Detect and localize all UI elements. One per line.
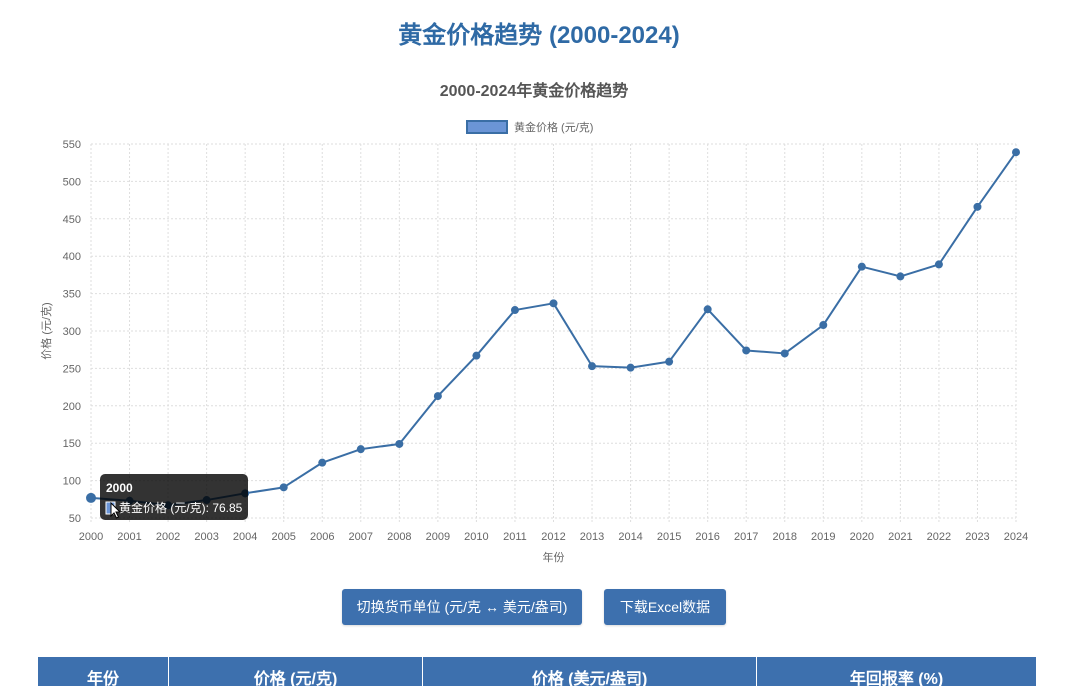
legend-swatch xyxy=(466,120,508,134)
y-tick-label: 500 xyxy=(63,176,81,188)
x-tick-label: 2024 xyxy=(1004,531,1028,543)
y-tick-label: 50 xyxy=(69,513,81,525)
data-point[interactable] xyxy=(1012,148,1020,157)
data-point[interactable] xyxy=(318,458,327,467)
data-point[interactable] xyxy=(395,439,404,448)
x-tick-label: 2014 xyxy=(618,531,642,543)
data-point[interactable] xyxy=(973,202,982,211)
data-point[interactable] xyxy=(665,357,674,366)
x-tick-label: 2012 xyxy=(541,531,565,543)
x-tick-label: 2004 xyxy=(233,531,257,543)
x-tick-label: 2005 xyxy=(271,531,295,543)
price-table: 年份 价格 (元/克) 价格 (美元/盎司) 年回报率 (%) xyxy=(37,656,1037,686)
x-tick-label: 2020 xyxy=(850,531,874,543)
x-tick-label: 2008 xyxy=(387,531,411,543)
x-tick-label: 2011 xyxy=(503,531,527,543)
x-tick-label: 2022 xyxy=(927,531,951,543)
header-year[interactable]: 年份 xyxy=(37,656,169,686)
chart-legend[interactable]: 黄金价格 (元/克) xyxy=(466,120,593,134)
data-point[interactable] xyxy=(588,362,597,371)
header-price-cny[interactable]: 价格 (元/克) xyxy=(168,656,423,686)
data-point[interactable] xyxy=(279,483,288,492)
chart-title: 2000-2024年黄金价格趋势 xyxy=(440,81,629,100)
legend-label: 黄金价格 (元/克) xyxy=(514,120,593,134)
tooltip-label: 黄金价格 (元/克): 76.85 xyxy=(119,500,243,515)
data-point[interactable] xyxy=(703,305,712,314)
table-header-row: 年份 价格 (元/克) 价格 (美元/盎司) 年回报率 (%) xyxy=(37,656,1037,686)
x-tick-label: 2013 xyxy=(580,531,604,543)
chart-grid xyxy=(90,143,1017,523)
data-point[interactable] xyxy=(356,445,365,454)
y-tick-label: 200 xyxy=(63,401,81,413)
x-tick-label: 2007 xyxy=(349,531,373,543)
tooltip-box xyxy=(100,474,248,520)
data-point[interactable] xyxy=(549,299,558,308)
x-tick-label: 2000 xyxy=(79,531,103,543)
y-tick-label: 400 xyxy=(63,251,81,263)
data-point[interactable] xyxy=(857,262,866,271)
y-tick-label: 550 xyxy=(63,139,81,151)
data-point[interactable] xyxy=(472,351,481,360)
y-tick-label: 100 xyxy=(63,476,81,488)
x-tick-label: 2017 xyxy=(734,531,758,543)
tooltip-title: 2000 xyxy=(106,481,133,495)
x-tick-label: 2015 xyxy=(657,531,681,543)
data-point[interactable] xyxy=(819,321,828,330)
x-tick-label: 2016 xyxy=(695,531,719,543)
y-tick-label: 150 xyxy=(63,438,81,450)
toggle-currency-button[interactable]: 切换货币单位 (元/克 ↔ 美元/盎司) xyxy=(342,589,582,625)
header-price-usd[interactable]: 价格 (美元/盎司) xyxy=(422,656,757,686)
data-point[interactable] xyxy=(780,349,789,358)
x-tick-label: 2006 xyxy=(310,531,334,543)
y-tick-label: 250 xyxy=(63,363,81,375)
download-excel-button[interactable]: 下载Excel数据 xyxy=(604,589,726,625)
x-tick-label: 2009 xyxy=(426,531,450,543)
y-tick-label: 300 xyxy=(63,326,81,338)
data-point[interactable] xyxy=(510,306,519,315)
chart-tooltip: 2000 黄金价格 (元/克): 76.85 xyxy=(100,474,248,520)
x-tick-label: 2023 xyxy=(965,531,989,543)
x-tick-label: 2021 xyxy=(888,531,912,543)
data-point[interactable] xyxy=(626,363,635,372)
x-tick-label: 2010 xyxy=(464,531,488,543)
y-tick-label: 350 xyxy=(63,289,81,301)
x-tick-label: 2019 xyxy=(811,531,835,543)
data-point[interactable] xyxy=(86,492,96,503)
y-axis-title: 价格 (元/克) xyxy=(39,302,53,359)
x-tick-label: 2002 xyxy=(156,531,180,543)
data-point[interactable] xyxy=(896,272,905,281)
x-tick-label: 2001 xyxy=(117,531,141,543)
data-point[interactable] xyxy=(934,260,943,269)
x-tick-label: 2018 xyxy=(773,531,797,543)
page-title: 黄金价格趋势 (2000-2024) xyxy=(398,22,680,49)
data-point[interactable] xyxy=(433,392,442,401)
header-annual-return[interactable]: 年回报率 (%) xyxy=(756,656,1037,686)
data-point[interactable] xyxy=(742,346,751,355)
y-tick-label: 450 xyxy=(63,214,81,226)
x-axis-title: 年份 xyxy=(543,550,565,564)
mouse-cursor-icon xyxy=(110,501,122,519)
data-points[interactable] xyxy=(86,148,1020,510)
x-tick-label: 2003 xyxy=(194,531,218,543)
